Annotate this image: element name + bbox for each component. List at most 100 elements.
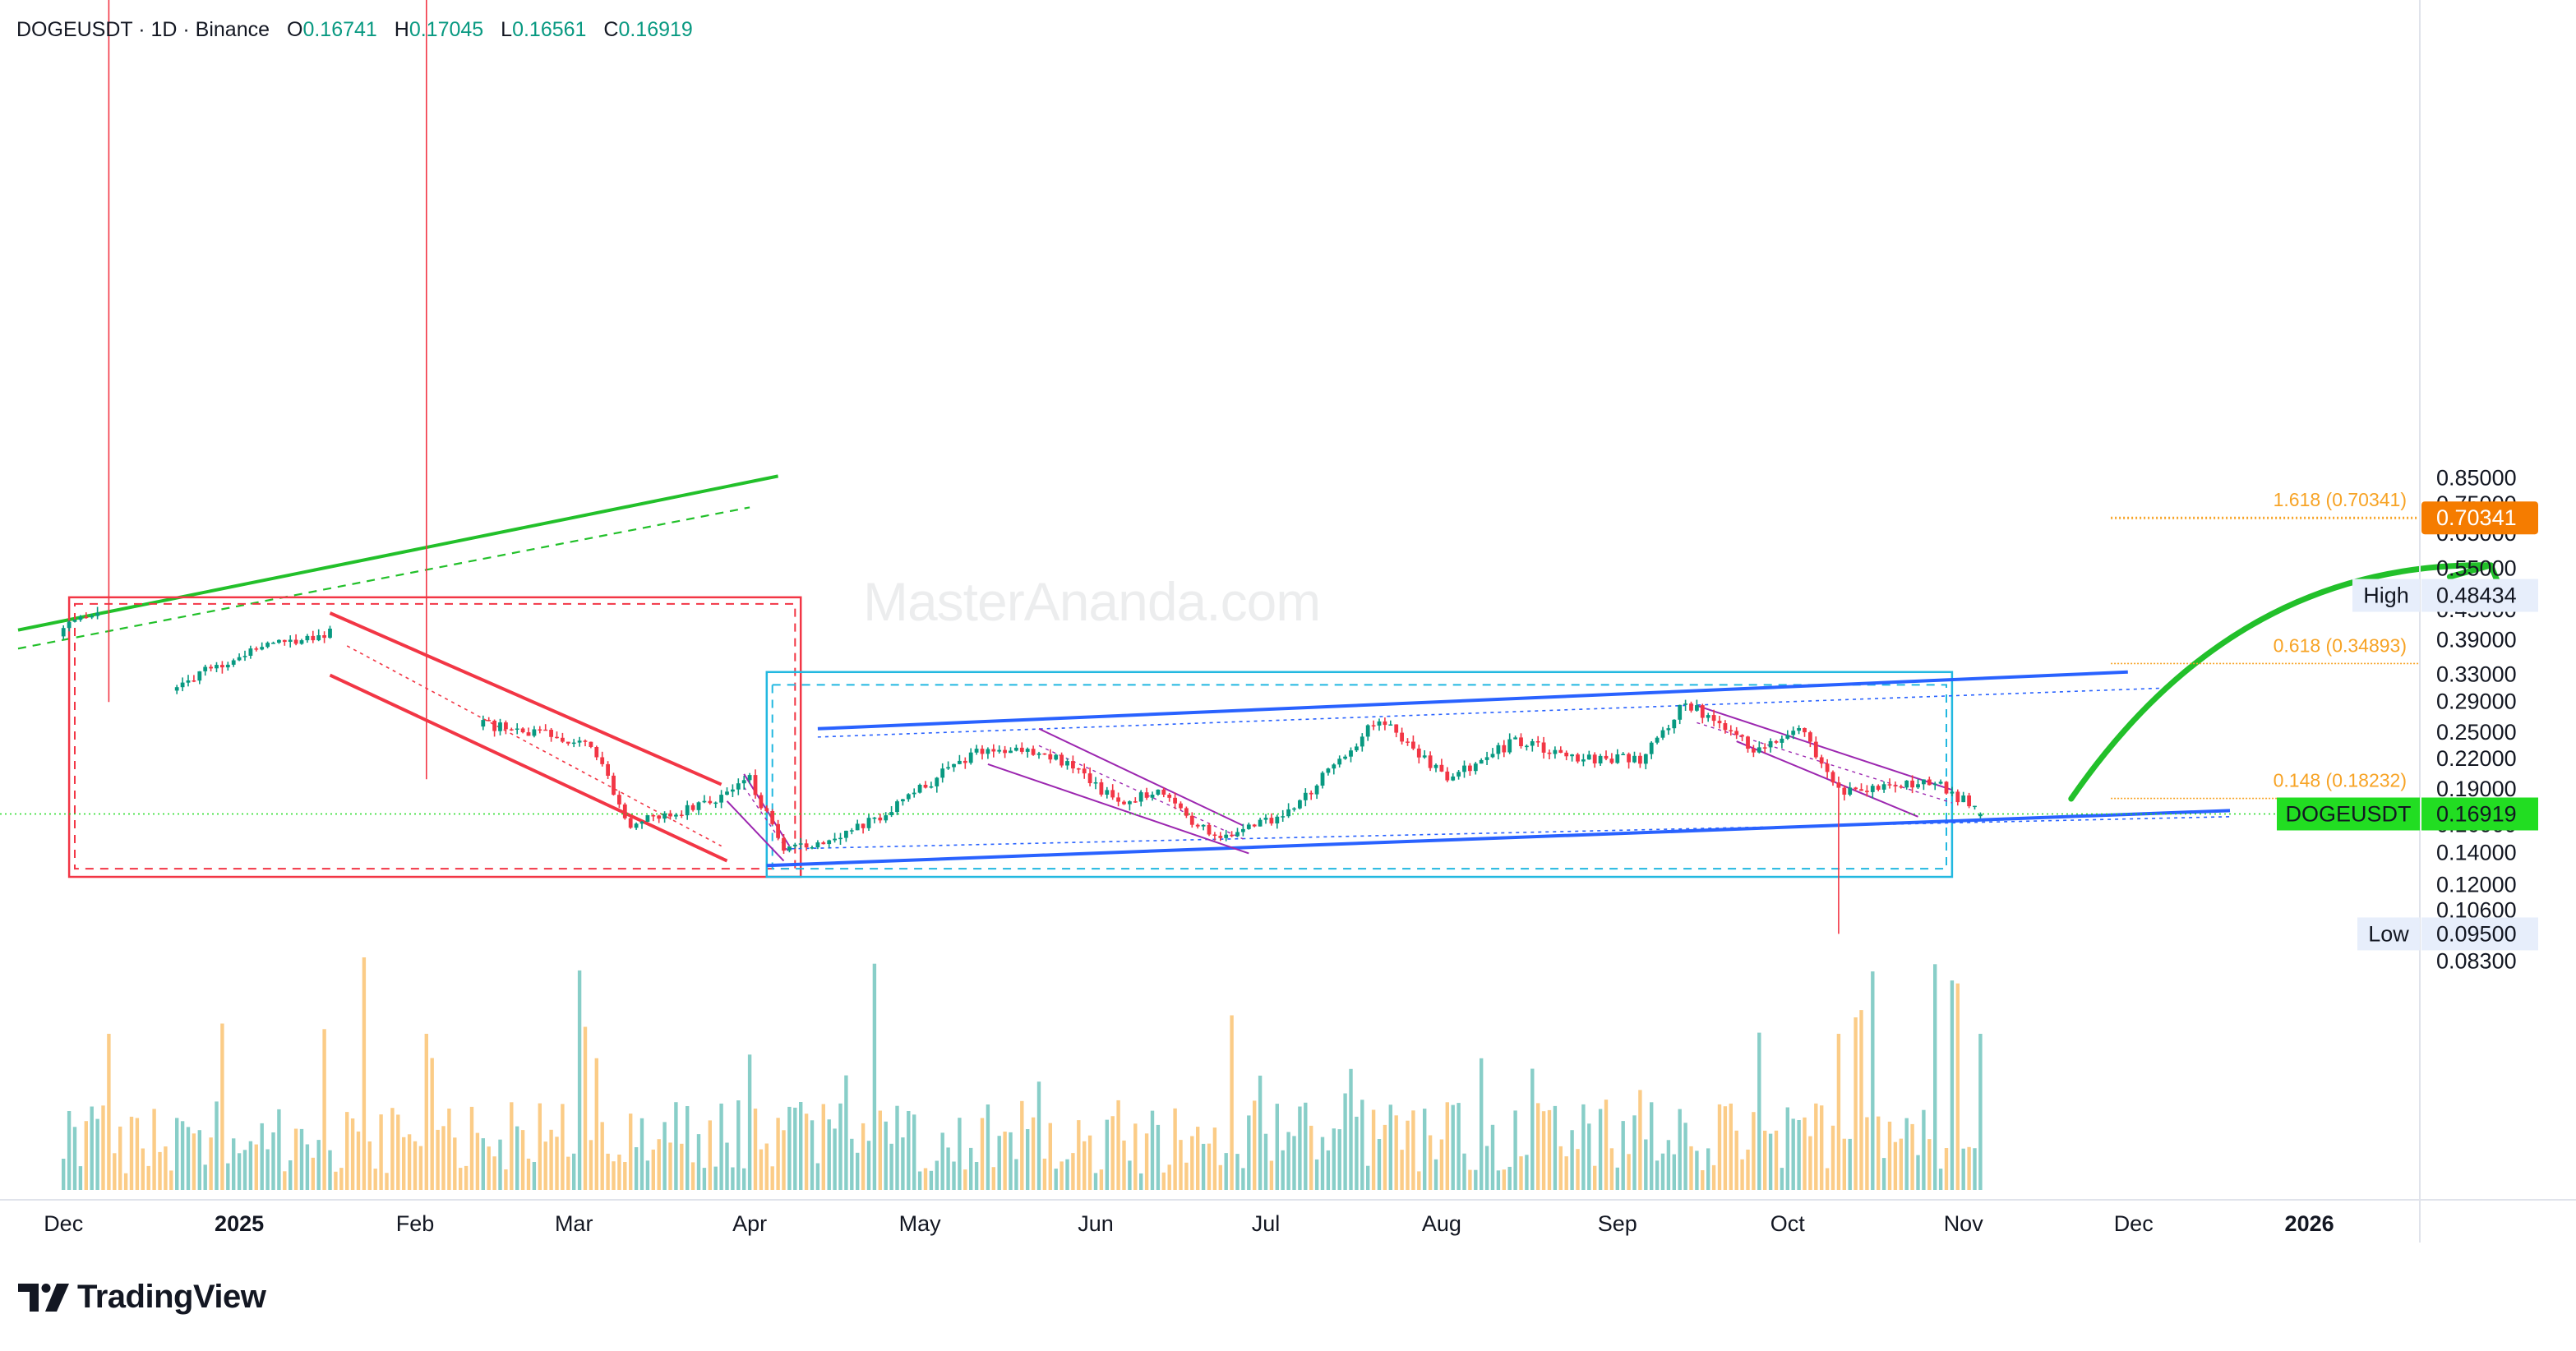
volume-bar <box>963 1169 967 1190</box>
volume-bar <box>583 1026 588 1190</box>
time-axis-tick: 2025 <box>215 1211 264 1236</box>
candle-body <box>1819 757 1824 764</box>
candle-body <box>248 648 253 656</box>
candle-body <box>1734 731 1739 735</box>
candle-body <box>1672 719 1677 729</box>
candle-body <box>1830 772 1835 783</box>
volume-bar <box>510 1102 514 1190</box>
candle-body <box>1416 748 1421 758</box>
volume-bar <box>793 1107 797 1190</box>
volume-bar <box>220 1023 224 1190</box>
volume-bar <box>1026 1129 1030 1190</box>
volume-bar <box>1400 1150 1404 1190</box>
candle-body <box>328 629 332 639</box>
candle-body <box>571 742 576 745</box>
volume-bar <box>453 1137 457 1190</box>
volume-bar <box>884 1121 888 1190</box>
candle-body <box>1609 758 1614 763</box>
volume-bar <box>1785 1107 1789 1190</box>
fib-level-label: 0.618 (0.34893) <box>2274 634 2407 656</box>
volume-bar <box>1173 1108 1177 1190</box>
candle-body <box>827 840 832 845</box>
candle-body <box>1093 782 1098 784</box>
volume-bar <box>1672 1154 1676 1190</box>
candle-body <box>787 846 792 851</box>
drawing-overlays <box>0 474 2509 878</box>
volume-bar <box>107 1034 111 1190</box>
volume-bar <box>141 1148 145 1190</box>
candle-body <box>1400 732 1404 742</box>
volume-bar <box>1196 1127 1200 1190</box>
candle-body <box>878 817 883 821</box>
candle-body <box>1922 779 1926 785</box>
candle-body <box>1887 784 1892 786</box>
volume-bar <box>1349 1068 1353 1190</box>
volume-bar <box>1808 1136 1812 1190</box>
volume-bar <box>935 1160 939 1190</box>
last-price-symbol: DOGEUSDT <box>2285 802 2411 827</box>
watermark: MasterAnanda.com <box>863 571 1320 632</box>
candle-body <box>861 823 866 828</box>
volume-bar <box>481 1138 485 1190</box>
candle-body <box>192 680 196 682</box>
volume-bar <box>1973 1148 1977 1190</box>
candle-body <box>1179 803 1183 809</box>
candle-body <box>1360 736 1364 747</box>
candle-body <box>532 729 537 736</box>
header-high-label: H <box>395 18 409 41</box>
candle-body <box>1893 785 1898 786</box>
volume-bar <box>946 1147 950 1190</box>
volume-bar <box>1553 1105 1558 1190</box>
candle-body <box>197 671 202 681</box>
candle-body <box>1586 754 1591 760</box>
volume-bar <box>680 1143 684 1190</box>
volume-bar <box>1950 980 1955 1190</box>
candle-body <box>952 763 956 768</box>
volume-bar <box>1139 1173 1143 1190</box>
volume-bar <box>339 1168 344 1190</box>
header-symbol: DOGEUSDT <box>16 18 132 41</box>
volume-bar <box>1326 1150 1331 1190</box>
volume-bar <box>889 1143 893 1190</box>
volume-bar <box>1927 1139 1932 1190</box>
volume-bar <box>1955 983 1960 1190</box>
price-axis-tick: 0.85000 <box>2436 465 2517 490</box>
candle-body <box>1740 735 1744 737</box>
candle-body <box>174 687 179 691</box>
header-close: 0.16919 <box>618 18 692 41</box>
candle-body <box>1128 801 1132 805</box>
axes: 0.850000.750000.650000.550000.450000.390… <box>0 0 2576 1243</box>
header-low-label: L <box>501 18 512 41</box>
volume-bar <box>1292 1136 1296 1190</box>
tradingview-brand[interactable]: TradingView <box>18 1279 266 1316</box>
candle-body <box>215 665 219 669</box>
volume-bar <box>1480 1058 1484 1190</box>
volume-bar <box>1576 1149 1580 1190</box>
volume-bar <box>62 1159 66 1190</box>
volume-bar <box>407 1134 412 1190</box>
candle-body <box>1717 721 1722 724</box>
candle-body <box>67 621 72 629</box>
volume-bar <box>1156 1124 1161 1190</box>
cyan-range-box-inner <box>771 684 1948 870</box>
candle-body <box>1445 771 1450 781</box>
time-axis-tick: Dec <box>2114 1211 2154 1236</box>
volume-bar <box>1110 1116 1115 1190</box>
candle-body <box>1961 795 1966 803</box>
volume-bar <box>390 1108 395 1190</box>
volume-bar <box>1258 1075 1263 1190</box>
candle-body <box>923 785 928 788</box>
candle-body <box>1513 737 1517 740</box>
volume-bar <box>850 1138 854 1190</box>
volume-bar <box>1314 1159 1319 1190</box>
candle-body <box>741 780 746 784</box>
volume-bar <box>1332 1128 1336 1190</box>
candle-body <box>526 732 531 736</box>
volume-bar <box>1814 1103 1818 1190</box>
candle-body <box>566 741 570 744</box>
volume-bar <box>1167 1164 1171 1190</box>
volume-bar <box>164 1146 168 1190</box>
volume-bar <box>492 1156 496 1190</box>
volume-bar <box>1083 1141 1087 1190</box>
